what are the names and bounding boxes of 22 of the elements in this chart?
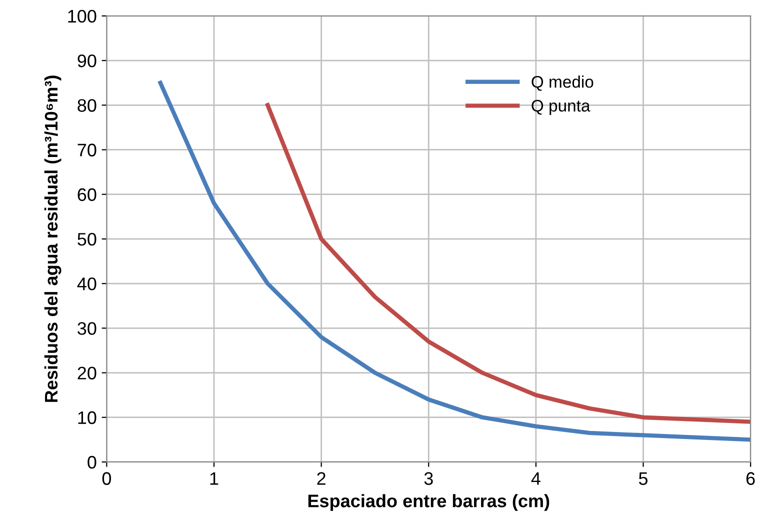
x-tick-label: 1 (210, 472, 218, 485)
y-axis-title: Residuos del agua residual (m³/10⁶m³) (44, 76, 62, 402)
y-tick-label: 0 (88, 456, 96, 469)
y-tick-label: 60 (78, 188, 96, 202)
y-tick-label: 80 (78, 99, 96, 112)
x-tick-label: 5 (638, 472, 648, 485)
legend-label: Q punta (532, 100, 590, 115)
y-tick-label: 10 (78, 411, 96, 424)
y-tick-label: 20 (78, 366, 96, 380)
y-tick-label: 40 (77, 277, 96, 290)
y-tick-label: 50 (78, 232, 96, 246)
legend-label: Q medio (532, 76, 594, 91)
y-tick-label: 90 (78, 54, 96, 68)
x-tick-label: 0 (102, 472, 111, 485)
x-tick-label: 4 (531, 472, 540, 485)
x-tick-label: 3 (424, 472, 433, 485)
x-tick-label: 6 (746, 472, 755, 485)
x-axis-title: Espaciado entre barras (cm) (308, 494, 550, 511)
x-tick-label: 2 (317, 472, 326, 485)
y-tick-label: 70 (78, 144, 96, 156)
y-tick-label: 100 (68, 10, 96, 23)
y-tick-label: 30 (78, 322, 96, 335)
